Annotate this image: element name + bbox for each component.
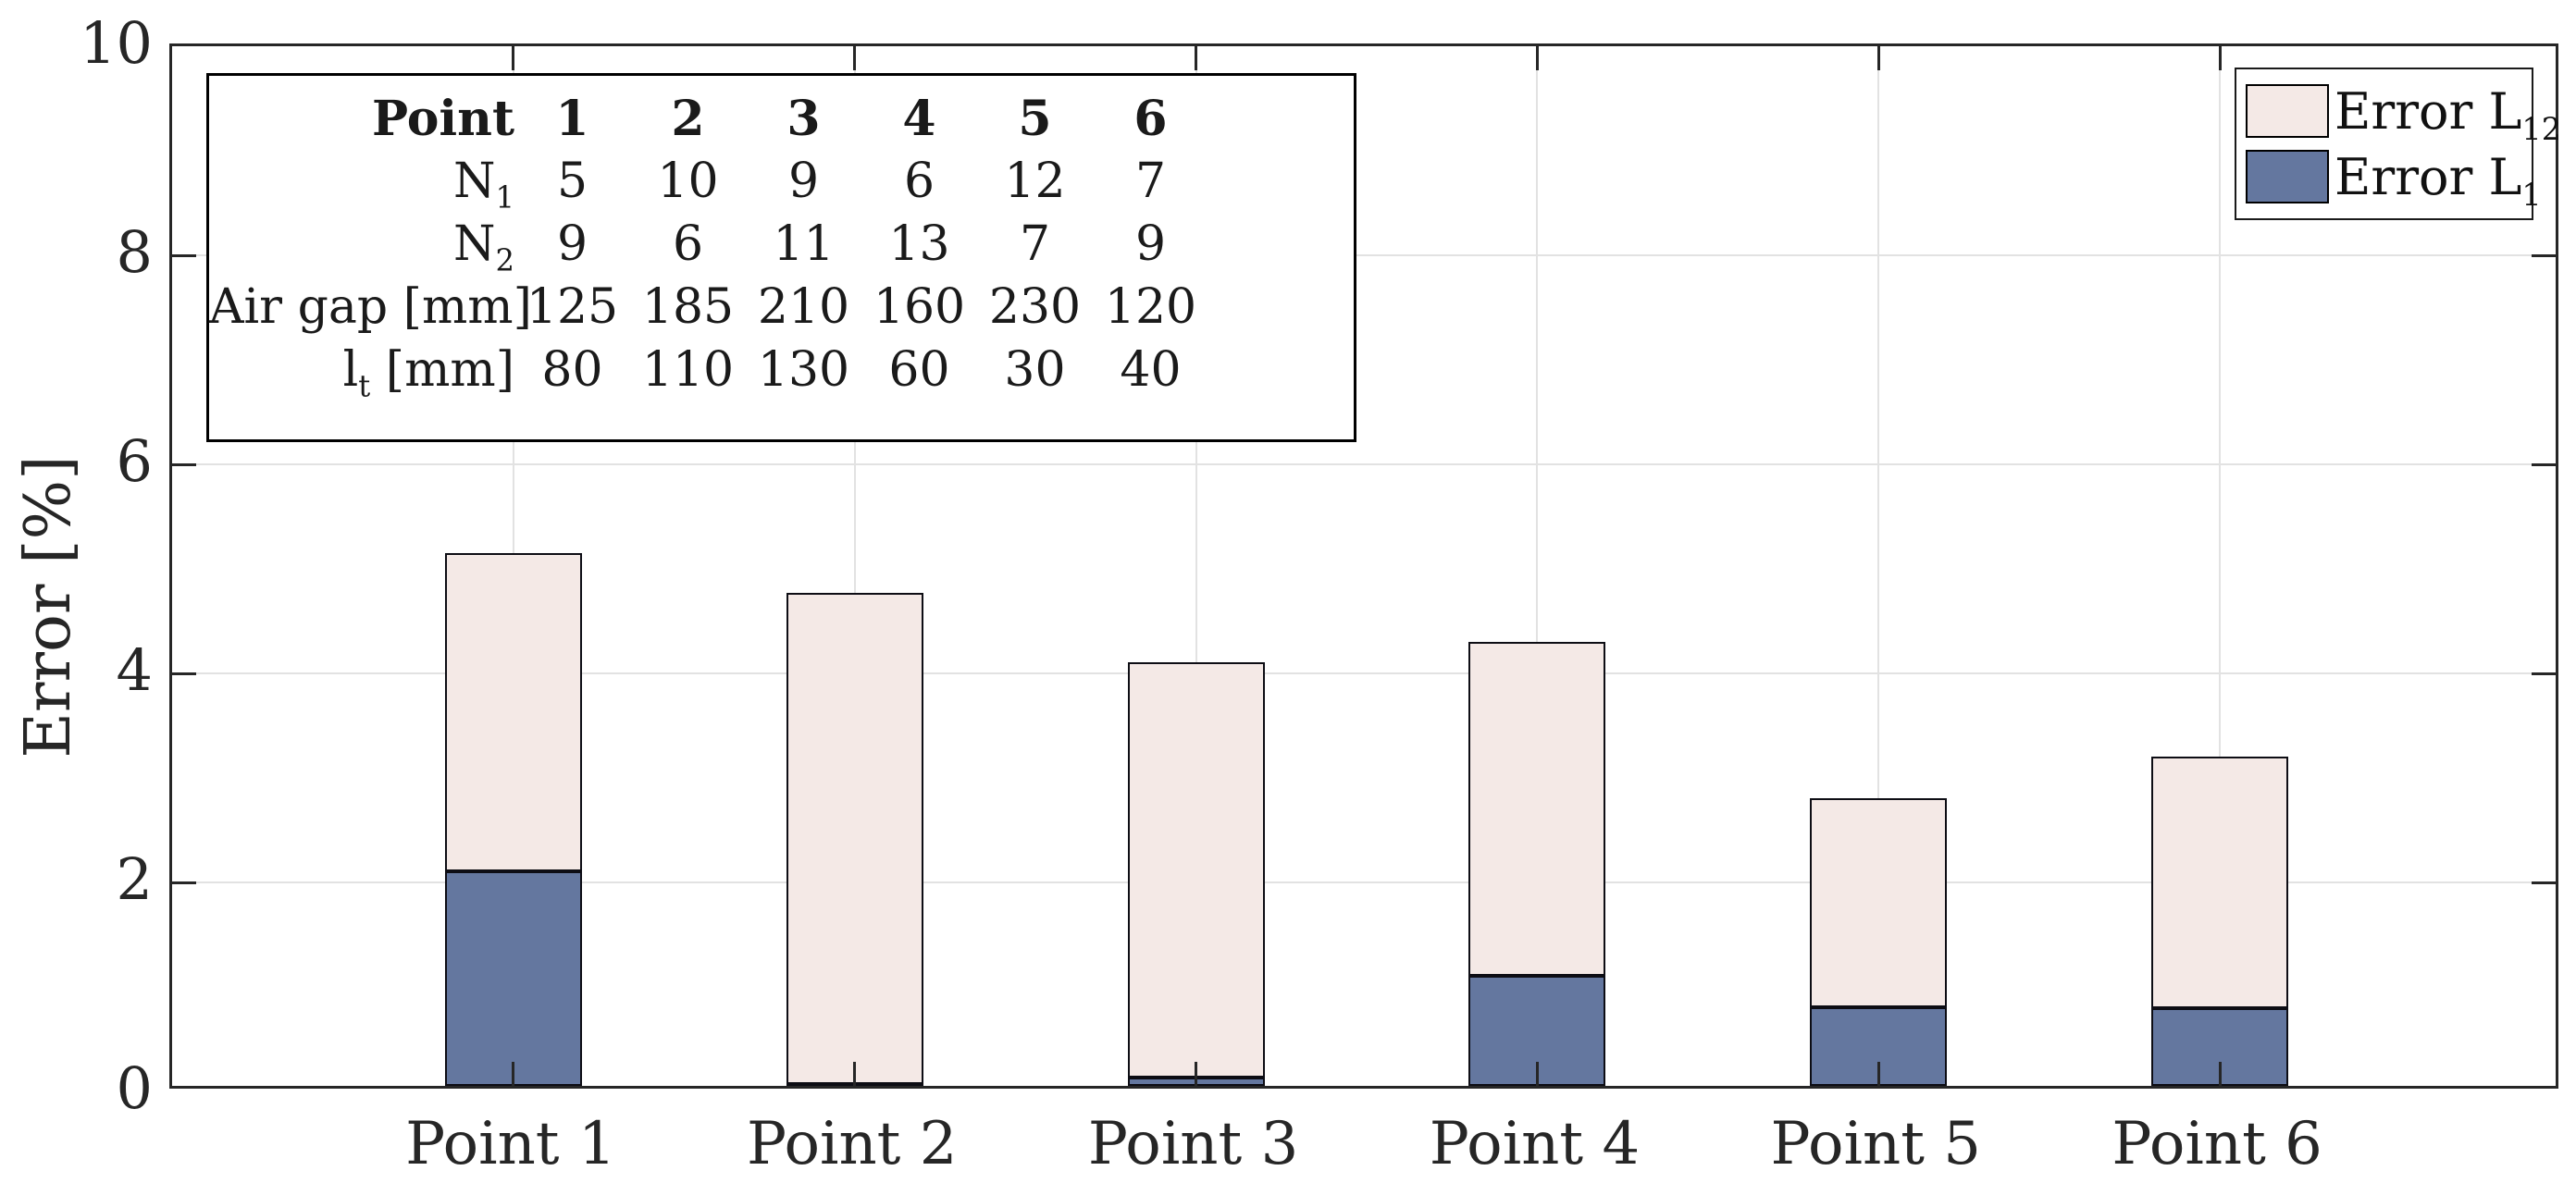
param-table-cell-r3-c5: 120 [1104, 279, 1197, 335]
param-table-cell-r0-c4: 5 [1018, 90, 1052, 147]
x-tick-top-1 [512, 46, 515, 70]
h-gridline-4 [172, 672, 2556, 674]
x-tick-label-1: Point 1 [405, 1110, 616, 1178]
x-tick-top-4 [1535, 46, 1539, 70]
x-tick-top-6 [2218, 46, 2222, 70]
y-tick-left-2 [172, 881, 196, 884]
y-tick-label-10: 10 [80, 9, 153, 77]
param-table-cell-r2-c4: 7 [1019, 216, 1051, 272]
v-gridline-6 [2219, 46, 2222, 1086]
x-tick-top-3 [1195, 46, 1198, 70]
param-table-row-0: Point 1 2 3 4 5 6 [209, 87, 1354, 150]
param-table-row-4: lt [mm] 80 110 130 60 30 40 [209, 339, 1354, 401]
x-tick-label-6: Point 6 [2112, 1110, 2322, 1178]
param-table-cell-r1-c4: 12 [1004, 154, 1066, 209]
x-tick-label-2: Point 2 [746, 1110, 958, 1178]
y-tick-label-4: 4 [116, 636, 153, 704]
param-table-cell-r1-c2: 9 [787, 154, 820, 209]
inset-parameter-table: Point 1 2 3 4 5 6 N1 5 10 9 6 12 7 N2 9 6 11 13 7 9 Air gap [… [206, 73, 1356, 442]
param-table-row-label-3: Air gap [mm] [209, 279, 532, 335]
param-table-row-3: Air gap [mm] 125 185 210 160 230 120 [209, 276, 1354, 339]
legend-swatch-error-l12 [2246, 84, 2329, 138]
y-tick-right-8 [2532, 253, 2556, 257]
param-table-cell-r0-c0: 1 [555, 90, 589, 147]
h-gridline-6 [172, 463, 2556, 465]
param-table-cell-r0-c3: 4 [902, 90, 936, 147]
param-table-cell-r3-c1: 185 [641, 279, 735, 335]
param-table-row-label-4: lt [mm] [342, 342, 514, 404]
bar-point-1-error-l12 [444, 552, 582, 872]
param-table-cell-r2-c5: 9 [1134, 216, 1167, 272]
param-table-row-2: N2 9 6 11 13 7 9 [209, 213, 1354, 276]
param-table-cell-r0-c2: 3 [786, 90, 821, 147]
x-tick-label-3: Point 3 [1087, 1110, 1299, 1178]
param-table-cell-r4-c1: 110 [641, 342, 735, 398]
param-table-row-label-0: Point [372, 90, 514, 147]
bar-point-6-error-l12 [2151, 757, 2289, 1009]
bar-point-5-error-l12 [1810, 798, 1948, 1008]
param-table-cell-r4-c3: 60 [888, 342, 950, 398]
param-table-cell-r0-c5: 6 [1133, 90, 1168, 147]
x-tick-label-4: Point 4 [1429, 1110, 1641, 1178]
y-tick-left-4 [172, 672, 196, 675]
legend-item-error-l12: Error L12 [2246, 82, 2561, 144]
y-tick-label-8: 8 [116, 218, 153, 286]
v-gridline-2 [853, 46, 856, 1086]
legend: Error L12 Error L1 [2235, 68, 2561, 220]
x-tick-top-2 [853, 46, 857, 70]
param-table-cell-r1-c5: 7 [1134, 154, 1167, 209]
bar-point-4-error-l12 [1468, 641, 1606, 977]
h-gridline-2 [172, 881, 2556, 883]
param-table-row-label-2: N2 [452, 216, 514, 278]
x-tick-top-5 [1876, 46, 1880, 70]
x-tick-bottom-6 [2218, 1062, 2222, 1086]
param-table-cell-r2-c2: 11 [773, 216, 835, 272]
param-table-cell-r0-c1: 2 [671, 90, 705, 147]
x-tick-bottom-3 [1195, 1062, 1198, 1086]
param-table-cell-r1-c1: 10 [657, 154, 719, 209]
y-tick-label-2: 2 [116, 845, 153, 913]
y-tick-left-8 [172, 253, 196, 257]
v-gridline-4 [1536, 46, 1539, 1086]
param-table-cell-r4-c5: 40 [1120, 342, 1182, 398]
param-table-cell-r2-c1: 6 [672, 216, 704, 272]
param-table-cell-r2-c0: 9 [556, 216, 588, 272]
x-tick-bottom-4 [1535, 1062, 1539, 1086]
param-table-cell-r1-c3: 6 [903, 154, 935, 209]
param-table-row-label-1: N1 [452, 154, 514, 216]
param-table-cell-r3-c0: 125 [526, 279, 619, 335]
x-tick-label-5: Point 5 [1770, 1110, 1982, 1178]
plot-area [169, 43, 2558, 1089]
x-tick-bottom-5 [1876, 1062, 1880, 1086]
param-table-cell-r3-c2: 210 [757, 279, 850, 335]
bar-point-1-error-l1 [444, 871, 582, 1086]
legend-label-error-l1: Error L1 [2334, 147, 2542, 213]
y-tick-label-6: 6 [116, 427, 153, 495]
x-tick-bottom-1 [512, 1062, 515, 1086]
param-table-cell-r3-c3: 160 [873, 279, 966, 335]
y-tick-label-0: 0 [116, 1054, 153, 1122]
param-table-cell-r1-c0: 5 [556, 154, 588, 209]
x-tick-bottom-2 [853, 1062, 857, 1086]
legend-item-error-l1: Error L1 [2246, 148, 2542, 210]
v-gridline-3 [1195, 46, 1197, 1086]
y-tick-right-2 [2532, 881, 2556, 884]
param-table-cell-r4-c2: 130 [757, 342, 850, 398]
param-table-row-1: N1 5 10 9 6 12 7 [209, 150, 1354, 213]
param-table-cell-r4-c4: 30 [1004, 342, 1066, 398]
bar-point-2-error-l12 [786, 592, 923, 1084]
legend-label-error-l12: Error L12 [2334, 81, 2561, 147]
param-table-cell-r2-c3: 13 [888, 216, 950, 272]
v-gridline-5 [1877, 46, 1880, 1086]
y-tick-left-6 [172, 462, 196, 466]
y-tick-right-4 [2532, 672, 2556, 675]
y-tick-right-6 [2532, 462, 2556, 466]
legend-swatch-error-l1 [2246, 150, 2329, 203]
bar-point-3-error-l12 [1127, 662, 1265, 1078]
h-gridline-8 [172, 254, 2556, 256]
param-table-cell-r4-c0: 80 [541, 342, 603, 398]
param-table-cell-r3-c4: 230 [988, 279, 1082, 335]
